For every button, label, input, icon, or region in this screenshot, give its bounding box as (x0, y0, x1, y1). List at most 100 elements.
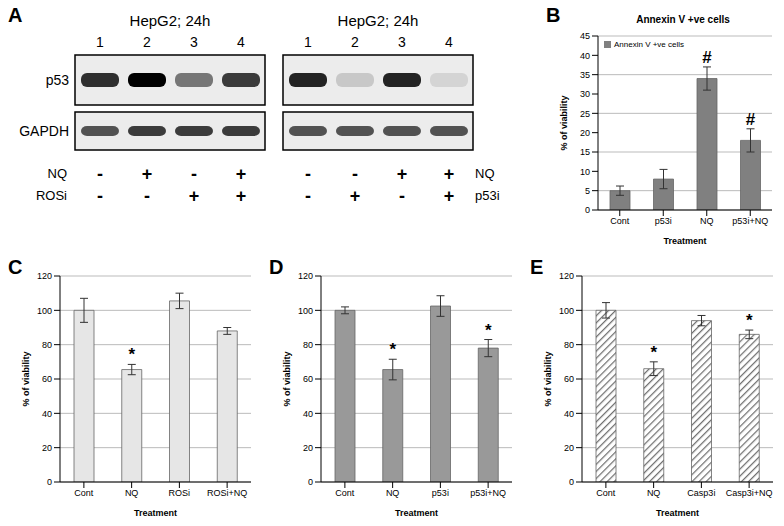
svg-text:20: 20 (580, 128, 590, 138)
svg-text:+: + (444, 164, 455, 184)
svg-text:0: 0 (308, 477, 313, 487)
svg-text:20: 20 (564, 443, 574, 453)
svg-text:-: - (97, 164, 103, 184)
svg-text:40: 40 (42, 409, 52, 419)
svg-text:Casp3i+NQ: Casp3i+NQ (726, 488, 773, 498)
svg-text:*: * (128, 345, 135, 364)
svg-text:80: 80 (564, 340, 574, 350)
svg-text:-: - (144, 186, 150, 206)
svg-text:NQ: NQ (700, 216, 714, 226)
svg-text:0: 0 (47, 477, 52, 487)
svg-text:Cont: Cont (596, 488, 616, 498)
svg-text:120: 120 (37, 271, 52, 281)
svg-text:*: * (485, 321, 492, 340)
svg-text:% of viability: % of viability (21, 351, 31, 406)
svg-text:4: 4 (237, 34, 245, 50)
svg-text:80: 80 (303, 340, 313, 350)
svg-text:NQ: NQ (386, 488, 400, 498)
svg-text:-: - (399, 186, 405, 206)
svg-text:% of viability: % of viability (282, 351, 292, 406)
svg-text:p53i: p53i (432, 488, 449, 498)
svg-text:Cont: Cont (74, 488, 94, 498)
svg-text:Treatment: Treatment (395, 508, 438, 518)
svg-text:Treatment: Treatment (656, 508, 699, 518)
svg-text:+: + (236, 164, 247, 184)
svg-text:p53i: p53i (655, 216, 672, 226)
svg-text:25: 25 (580, 109, 590, 119)
svg-text:3: 3 (398, 34, 406, 50)
svg-text:-: - (191, 164, 197, 184)
svg-text:-: - (305, 164, 311, 184)
svg-text:-: - (352, 164, 358, 184)
svg-text:NQ: NQ (475, 166, 495, 181)
svg-text:p53i+NQ: p53i+NQ (470, 488, 506, 498)
svg-text:NQ: NQ (647, 488, 661, 498)
svg-text:NQ: NQ (48, 166, 68, 181)
svg-text:-: - (305, 186, 311, 206)
html-text:B: B (546, 4, 561, 26)
svg-text:120: 120 (559, 271, 574, 281)
svg-text:#: # (702, 48, 712, 67)
svg-text:40: 40 (564, 409, 574, 419)
svg-text:60: 60 (303, 374, 313, 384)
svg-text:ROSi: ROSi (36, 188, 67, 203)
svg-text:p53: p53 (46, 72, 70, 88)
svg-text:80: 80 (42, 340, 52, 350)
svg-text:100: 100 (559, 306, 574, 316)
svg-text:+: + (189, 186, 200, 206)
svg-text:*: * (650, 343, 657, 362)
svg-text:1: 1 (304, 34, 312, 50)
html-text:A: A (8, 4, 23, 26)
svg-text:30: 30 (580, 89, 590, 99)
svg-text:2: 2 (143, 34, 151, 50)
svg-text:0: 0 (585, 205, 590, 215)
svg-text:Treatment: Treatment (134, 508, 177, 518)
svg-text:NQ: NQ (125, 488, 139, 498)
svg-text:Treatment: Treatment (663, 236, 706, 246)
svg-text:100: 100 (37, 306, 52, 316)
svg-text:60: 60 (564, 374, 574, 384)
svg-text:+: + (350, 186, 361, 206)
svg-text:*: * (746, 311, 753, 330)
svg-text:ROSi: ROSi (169, 488, 191, 498)
svg-text:60: 60 (42, 374, 52, 384)
svg-text:120: 120 (298, 271, 313, 281)
svg-text:HepG2; 24h: HepG2; 24h (130, 12, 211, 29)
svg-text:#: # (746, 110, 756, 129)
svg-text:HepG2; 24h: HepG2; 24h (338, 12, 419, 29)
svg-text:Casp3i: Casp3i (687, 488, 715, 498)
svg-text:% of viability: % of viability (543, 351, 553, 406)
svg-text:20: 20 (303, 443, 313, 453)
svg-text:Cont: Cont (335, 488, 355, 498)
svg-text:45: 45 (580, 31, 590, 41)
svg-text:+: + (142, 164, 153, 184)
svg-text:35: 35 (580, 70, 590, 80)
html-text:D: D (269, 256, 284, 278)
svg-text:Cont: Cont (610, 216, 630, 226)
svg-text:2: 2 (351, 34, 359, 50)
svg-text:40: 40 (580, 51, 590, 61)
html-text:Annexin V +ve cells: Annexin V +ve cells (636, 14, 730, 25)
svg-text:20: 20 (42, 443, 52, 453)
svg-text:-: - (97, 186, 103, 206)
html-text:E: E (530, 256, 544, 278)
svg-text:100: 100 (298, 306, 313, 316)
svg-text:5: 5 (585, 186, 590, 196)
svg-text:+: + (236, 186, 247, 206)
svg-text:15: 15 (580, 147, 590, 157)
svg-text:*: * (389, 340, 396, 359)
svg-text:0: 0 (569, 477, 574, 487)
svg-text:% of viability: % of viability (559, 95, 569, 150)
html-text:C: C (8, 256, 23, 278)
svg-text:+: + (397, 164, 408, 184)
svg-text:p53i: p53i (475, 188, 500, 203)
svg-text:ROSi+NQ: ROSi+NQ (207, 488, 247, 498)
svg-text:3: 3 (190, 34, 198, 50)
svg-text:1: 1 (96, 34, 104, 50)
svg-text:GAPDH: GAPDH (19, 123, 69, 139)
svg-text:+: + (444, 186, 455, 206)
svg-text:p53i+NQ: p53i+NQ (732, 216, 768, 226)
svg-text:4: 4 (445, 34, 453, 50)
svg-text:10: 10 (580, 167, 590, 177)
svg-text:40: 40 (303, 409, 313, 419)
